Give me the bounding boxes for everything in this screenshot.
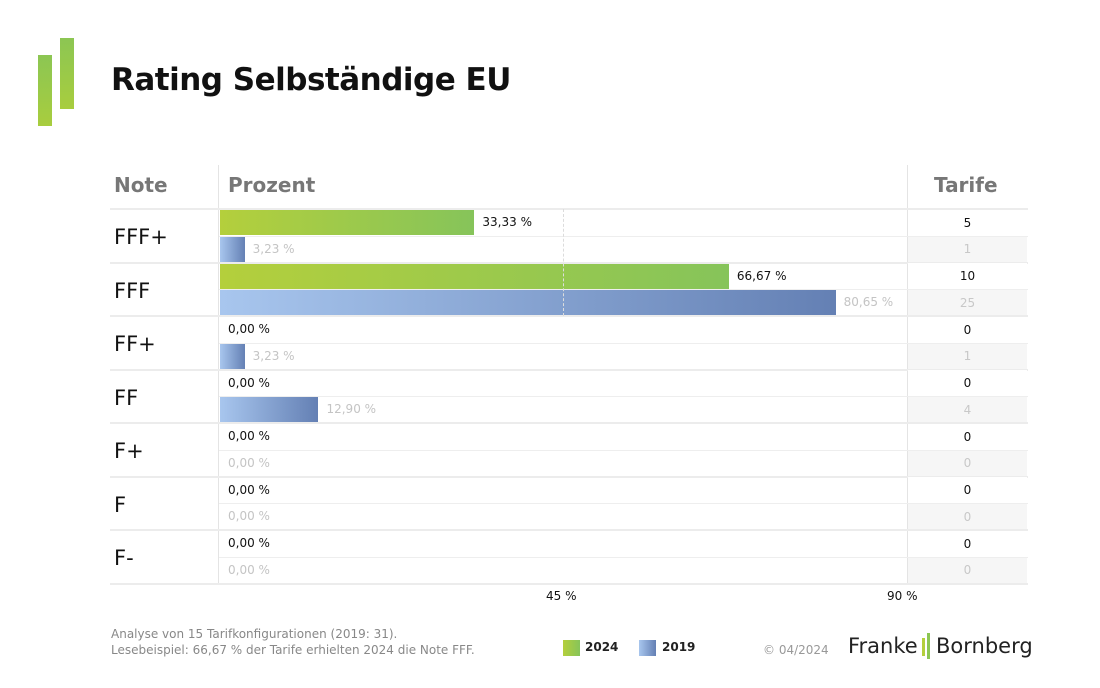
data-label-2024: 0,00 % <box>228 482 270 497</box>
legend-swatch-2019 <box>639 640 656 656</box>
xtick-45: 45 % <box>546 589 577 603</box>
logo-bar-short <box>38 55 52 126</box>
row-divider <box>110 261 1028 264</box>
row-divider <box>110 529 1028 531</box>
tarife-cell-2024: 0 <box>908 477 1027 503</box>
series-divider <box>219 289 1028 291</box>
legend-label-2019: 2019 <box>662 640 696 654</box>
series-divider <box>219 235 1028 237</box>
tarife-cell-2024: 5 <box>908 209 1027 236</box>
bar-2019-FF+ <box>220 343 245 369</box>
bar-2019-FF <box>220 397 319 423</box>
series-divider <box>219 503 1028 505</box>
tarife-cell-2019: 4 <box>908 396 1027 423</box>
series-divider <box>219 342 1028 344</box>
grade-label: F+ <box>114 439 144 463</box>
grade-label: F <box>114 492 127 517</box>
grade-label: FFF+ <box>114 225 168 249</box>
row-divider <box>110 475 1028 478</box>
data-label-2019: 0,00 % <box>228 455 270 470</box>
tarife-cell-2024: 10 <box>908 263 1027 289</box>
row-divider <box>110 582 1028 585</box>
brand-bornberg: Bornberg <box>936 634 1033 658</box>
xtick-90: 90 % <box>887 589 918 603</box>
row-divider <box>110 208 1028 210</box>
divider-tarife <box>907 165 908 583</box>
tarife-cell-2019: 1 <box>908 236 1027 263</box>
brand-bars-icon <box>922 638 925 656</box>
series-divider <box>219 556 1028 558</box>
footnote-example: Lesebeispiel: 66,67 % der Tarife erhielt… <box>111 643 475 657</box>
tarife-cell-2019: 1 <box>908 343 1027 370</box>
row-divider <box>110 368 1028 371</box>
grade-label: FF <box>114 385 139 410</box>
divider-note <box>218 165 219 583</box>
grade-label: F- <box>114 546 134 570</box>
brand-bars-icon-2 <box>927 633 930 659</box>
data-label-2024: 0,00 % <box>228 429 270 443</box>
bar-2019-FFF <box>220 290 836 316</box>
data-label-2019: 3,23 % <box>252 241 295 256</box>
header-note: Note <box>114 173 168 197</box>
grade-label: FF+ <box>114 332 156 356</box>
copyright: © 04/2024 <box>763 643 829 657</box>
data-label-2024: 66,67 % <box>736 268 787 283</box>
footnote-analysis: Analyse von 15 Tarifkonfigurationen (201… <box>111 627 398 641</box>
tarife-cell-2024: 0 <box>908 423 1027 450</box>
tarife-cell-2019: 0 <box>908 450 1027 477</box>
grade-label: FFF <box>114 278 151 303</box>
data-label-2024: 33,33 % <box>482 215 532 229</box>
gridline-45 <box>563 209 564 316</box>
data-label-2024: 0,00 % <box>228 536 270 550</box>
bar-2019-FFF+ <box>220 236 245 262</box>
data-label-2024: 0,00 % <box>228 375 270 390</box>
data-label-2019: 12,90 % <box>326 402 377 417</box>
tarife-cell-2024: 0 <box>908 370 1027 396</box>
tarife-cell-2019: 0 <box>908 503 1027 530</box>
header-tarife: Tarife <box>934 173 998 197</box>
data-label-2019: 3,23 % <box>252 348 295 363</box>
row-divider <box>110 315 1028 317</box>
tarife-cell-2024: 0 <box>908 530 1027 557</box>
data-label-2019: 0,00 % <box>228 509 270 524</box>
bar-2024-FFF <box>220 263 729 289</box>
tarife-cell-2019: 25 <box>908 289 1027 316</box>
tarife-cell-2024: 0 <box>908 316 1027 343</box>
bar-2024-FFF+ <box>220 210 475 235</box>
header-prozent: Prozent <box>228 173 316 197</box>
data-label-2024: 0,00 % <box>228 322 270 336</box>
row-divider <box>110 422 1028 424</box>
tarife-cell-2019: 0 <box>908 557 1027 584</box>
legend-label-2024: 2024 <box>585 640 619 654</box>
brand-franke: Franke <box>848 634 918 658</box>
data-label-2019: 0,00 % <box>228 562 270 577</box>
series-divider <box>219 396 1028 398</box>
legend-swatch-2024 <box>563 640 580 656</box>
series-divider <box>219 449 1028 451</box>
data-label-2019: 80,65 % <box>843 295 894 310</box>
page-title: Rating Selbständige EU <box>111 62 511 98</box>
logo-bar-tall <box>60 38 74 109</box>
